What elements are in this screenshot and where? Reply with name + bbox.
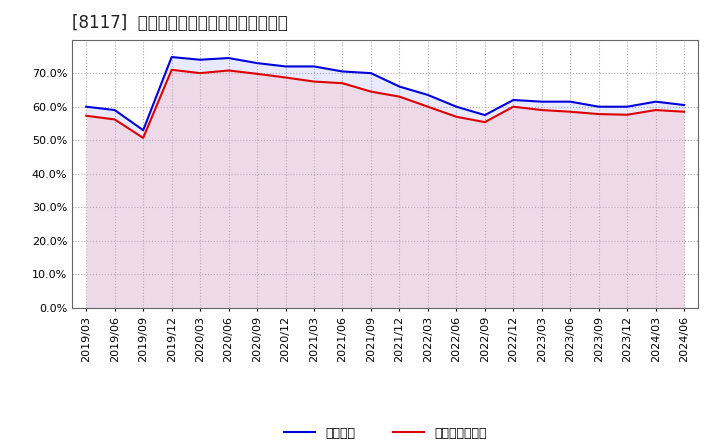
- 固定比率: [509, 97, 518, 103]
- 固定比率: [652, 99, 660, 104]
- 固定長期適合率: [338, 81, 347, 86]
- 固定比率: [480, 113, 489, 118]
- 固定比率: [566, 99, 575, 104]
- 固定比率: [82, 104, 91, 109]
- 固定長期適合率: [537, 107, 546, 113]
- 固定比率: [282, 64, 290, 69]
- 固定比率: [196, 57, 204, 62]
- 固定長期適合率: [139, 135, 148, 140]
- 固定比率: [338, 69, 347, 74]
- 固定比率: [537, 99, 546, 104]
- 固定長期適合率: [366, 89, 375, 94]
- Line: 固定比率: 固定比率: [86, 57, 684, 130]
- Text: [8117]  固定比率、固定長期適合率の推移: [8117] 固定比率、固定長期適合率の推移: [72, 15, 288, 33]
- 固定長期適合率: [310, 79, 318, 84]
- 固定長期適合率: [225, 68, 233, 73]
- 固定比率: [139, 128, 148, 133]
- 固定長期適合率: [452, 114, 461, 119]
- Line: 固定長期適合率: 固定長期適合率: [86, 70, 684, 138]
- 固定比率: [452, 104, 461, 109]
- 固定比率: [253, 60, 261, 66]
- 固定比率: [310, 64, 318, 69]
- 固定比率: [423, 92, 432, 98]
- 固定比率: [366, 70, 375, 76]
- 固定長期適合率: [509, 104, 518, 109]
- 固定長期適合率: [167, 67, 176, 73]
- 固定長期適合率: [623, 112, 631, 117]
- 固定長期適合率: [566, 109, 575, 114]
- 固定長期適合率: [480, 120, 489, 125]
- 固定長期適合率: [395, 94, 404, 99]
- 固定比率: [680, 103, 688, 108]
- 固定長期適合率: [253, 71, 261, 77]
- 固定長期適合率: [595, 111, 603, 117]
- 固定比率: [595, 104, 603, 109]
- 固定長期適合率: [423, 104, 432, 109]
- Legend: 固定比率, 固定長期適合率: 固定比率, 固定長期適合率: [284, 427, 487, 440]
- 固定比率: [623, 104, 631, 109]
- 固定長期適合率: [680, 109, 688, 114]
- 固定長期適合率: [196, 70, 204, 76]
- 固定比率: [167, 55, 176, 60]
- 固定長期適合率: [282, 75, 290, 80]
- 固定比率: [395, 84, 404, 89]
- 固定比率: [110, 107, 119, 113]
- 固定長期適合率: [652, 107, 660, 113]
- 固定長期適合率: [82, 113, 91, 118]
- 固定比率: [225, 55, 233, 61]
- 固定長期適合率: [110, 117, 119, 122]
